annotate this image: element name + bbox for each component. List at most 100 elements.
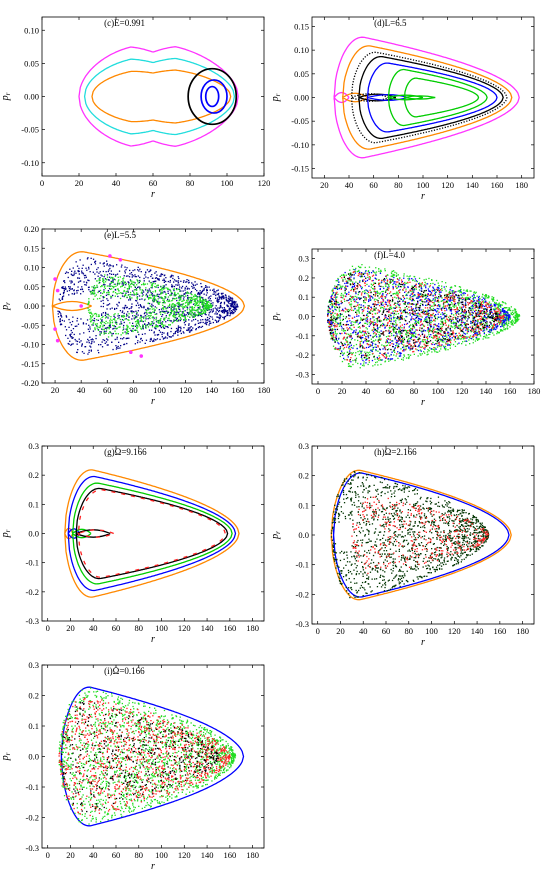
- scatter-point: [149, 290, 151, 292]
- scatter-point: [387, 335, 389, 337]
- scatter-point: [384, 268, 386, 270]
- scatter-point: [124, 270, 126, 272]
- scatter-point: [223, 311, 226, 314]
- scatter-point: [513, 316, 515, 318]
- scatter-point: [203, 305, 205, 308]
- scatter-point: [449, 306, 451, 308]
- scatter-point: [113, 325, 116, 327]
- scatter-point: [488, 302, 490, 305]
- scatter-point: [106, 274, 109, 276]
- scatter-point: [355, 329, 357, 331]
- scatter-point: [220, 315, 222, 317]
- scatter-point: [510, 306, 512, 308]
- scatter-point: [76, 343, 78, 345]
- scatter-point: [461, 343, 463, 345]
- scatter-point: [131, 318, 133, 320]
- scatter-point: [409, 290, 412, 292]
- scatter-point: [134, 329, 136, 331]
- scatter-point: [337, 284, 339, 286]
- scatter-point: [77, 349, 79, 351]
- scatter-point: [219, 298, 221, 300]
- scatter-point: [363, 290, 366, 292]
- y-axis-label: pr: [0, 302, 12, 311]
- scatter-point: [93, 293, 95, 295]
- scatter-point: [174, 293, 176, 295]
- scatter-point: [143, 291, 145, 293]
- orbit-curve: [358, 55, 504, 140]
- scatter-point: [403, 350, 405, 352]
- orbit-curve: [51, 251, 246, 361]
- scatter-point: [383, 307, 385, 310]
- scatter-point: [474, 292, 477, 294]
- scatter-point: [232, 309, 234, 311]
- scatter-point: [111, 296, 113, 298]
- scatter-point: [410, 324, 412, 326]
- scatter-point: [441, 344, 443, 346]
- scatter-point: [72, 343, 74, 345]
- scatter-point: [220, 306, 222, 308]
- scatter-point: [354, 354, 356, 357]
- scatter-point: [75, 272, 77, 274]
- scatter-point: [374, 364, 376, 366]
- scatter-point: [344, 278, 346, 280]
- scatter-point: [420, 350, 422, 352]
- scatter-point: [157, 325, 159, 328]
- scatter-point: [224, 310, 226, 313]
- scatter-point: [149, 290, 151, 293]
- scatter-point: [455, 312, 457, 315]
- scatter-point: [448, 294, 450, 296]
- scatter-point: [200, 301, 202, 303]
- scatter-point: [388, 314, 390, 316]
- scatter-point: [515, 314, 518, 316]
- scatter-point: [99, 297, 101, 300]
- scatter-point: [88, 298, 90, 300]
- scatter-point: [445, 349, 447, 351]
- scatter-point: [343, 352, 345, 354]
- scatter-point: [195, 314, 197, 316]
- scatter-point: [94, 260, 97, 262]
- scatter-point: [445, 321, 447, 323]
- scatter-point: [187, 287, 189, 289]
- scatter-point: [389, 359, 391, 361]
- scatter-point: [376, 356, 378, 359]
- scatter-point: [495, 327, 497, 329]
- scatter-point: [361, 336, 363, 338]
- scatter-point: [92, 292, 94, 294]
- scatter-point: [404, 329, 406, 331]
- scatter-point: [145, 272, 147, 274]
- scatter-point: [116, 323, 118, 325]
- scatter-point: [104, 327, 107, 329]
- scatter-point: [435, 334, 437, 336]
- scatter-point: [76, 351, 78, 353]
- scatter-point: [433, 302, 435, 304]
- scatter-point: [196, 296, 198, 298]
- scatter-point: [384, 353, 386, 355]
- scatter-point: [342, 308, 344, 310]
- scatter-point: [359, 281, 361, 283]
- scatter-point: [482, 320, 484, 322]
- scatter-point: [132, 283, 134, 285]
- scatter-point: [410, 318, 412, 320]
- scatter-point: [122, 278, 124, 280]
- scatter-point: [366, 358, 369, 360]
- scatter-point: [148, 317, 150, 319]
- scatter-point: [438, 329, 440, 331]
- scatter-point: [175, 315, 177, 317]
- scatter-point: [471, 313, 473, 316]
- scatter-point: [448, 324, 450, 326]
- scatter-point: [186, 309, 188, 311]
- scatter-point: [507, 319, 509, 321]
- scatter-point: [492, 308, 495, 310]
- scatter-point: [212, 304, 214, 306]
- scatter-point: [375, 318, 377, 320]
- scatter-point: [65, 288, 67, 290]
- scatter-point: [349, 334, 351, 337]
- scatter-point: [152, 295, 154, 297]
- scatter-point: [84, 346, 86, 348]
- scatter-point: [473, 318, 475, 320]
- scatter-point: [379, 339, 382, 341]
- scatter-point: [229, 310, 231, 312]
- scatter-point: [134, 275, 136, 278]
- scatter-point: [405, 331, 408, 333]
- scatter-point: [153, 319, 155, 321]
